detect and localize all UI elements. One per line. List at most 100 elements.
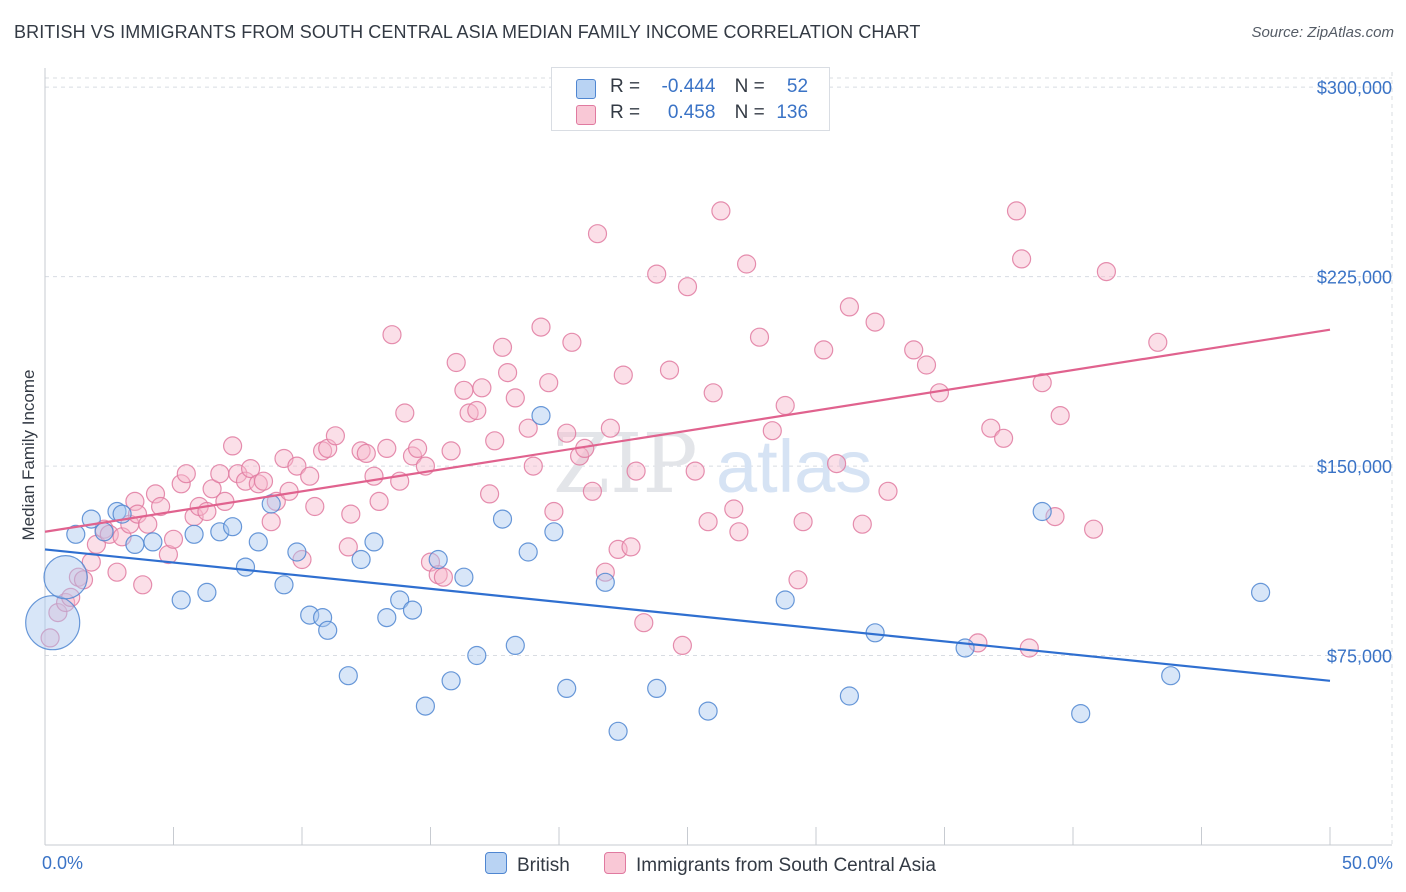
immigrants-point-121 (1019, 638, 1039, 658)
immigrants-point-102 (749, 327, 770, 347)
axes (44, 68, 1392, 846)
immigrants-point-107 (814, 340, 834, 360)
immigrants-point-55 (395, 403, 415, 423)
series-legend: British Immigrants from South Central As… (0, 852, 1406, 876)
immigrants-point-67 (472, 378, 492, 398)
british-point-21 (318, 620, 338, 640)
immigrants-point-21 (171, 474, 191, 494)
immigrants-point-79 (562, 332, 582, 352)
british-n-label: N = (734, 76, 765, 97)
british-point-10 (184, 524, 204, 544)
immigrants-point-72 (505, 388, 525, 408)
british-point-4 (94, 522, 114, 542)
immigrants-point-65 (459, 403, 479, 423)
immigrants-n-value: 136 (776, 102, 809, 123)
british-point-46 (955, 638, 975, 658)
legend-item-immigrants: Immigrants from South Central Asia (604, 852, 936, 877)
british-point-29 (428, 549, 448, 570)
british-point-40 (608, 721, 628, 741)
immigrants-point-27 (210, 464, 230, 484)
british-point-38 (557, 678, 577, 699)
british-point-22 (338, 666, 358, 686)
y-tick-labels: $75,000 $150,000 $225,000 $300,000 (1317, 78, 1392, 666)
immigrants-point-33 (248, 474, 268, 494)
british-point-43 (775, 590, 795, 610)
watermark-atlas: atlas (716, 425, 872, 508)
british-point-49 (1161, 666, 1181, 686)
british-point-15 (248, 532, 268, 552)
immigrants-point-73 (518, 418, 538, 438)
british-points (25, 406, 1271, 741)
immigrants-point-91 (647, 264, 667, 284)
immigrants-point-111 (865, 312, 885, 332)
british-point-33 (492, 509, 513, 529)
immigrants-point-93 (672, 635, 693, 656)
immigrants-point-45 (325, 426, 345, 446)
british-point-13 (223, 517, 243, 537)
immigrants-point-105 (788, 570, 808, 590)
grid-lines (45, 72, 1393, 845)
immigrants-point-97 (703, 383, 723, 403)
immigrants-point-109 (839, 297, 860, 317)
legend-immigrants-label: Immigrants from South Central Asia (636, 855, 936, 876)
immigrants-point-60 (428, 565, 448, 585)
immigrants-point-77 (544, 501, 564, 522)
immigrants-point-19 (158, 544, 178, 565)
immigrants-point-63 (446, 352, 466, 373)
immigrants-point-76 (539, 373, 559, 393)
legend-british-swatch (485, 852, 507, 874)
immigrants-point-17 (145, 484, 166, 504)
immigrants-point-96 (698, 512, 718, 532)
immigrants-point-125 (1083, 519, 1104, 539)
british-point-18 (287, 542, 307, 562)
immigrants-point-26 (202, 479, 222, 499)
immigrants-point-29 (223, 436, 243, 456)
british-point-48 (1071, 703, 1091, 724)
british-point-32 (467, 645, 487, 666)
x-tick-label-min: 0.0% (42, 853, 83, 873)
british-point-20 (313, 607, 333, 628)
immigrants-point-88 (621, 537, 641, 557)
immigrants-point-123 (1045, 506, 1065, 527)
y-tick-label-3: $300,000 (1317, 78, 1392, 98)
x-tick-label-max: 50.0% (1342, 853, 1393, 873)
british-point-26 (390, 590, 410, 610)
immigrants-point-118 (993, 428, 1014, 448)
immigrants-point-47 (341, 504, 361, 524)
immigrants-point-87 (613, 365, 633, 385)
legend-british-label: British (517, 855, 570, 876)
immigrants-point-57 (408, 438, 428, 458)
immigrants-point-70 (492, 337, 513, 357)
immigrants-point-61 (433, 567, 453, 587)
immigrants-point-89 (626, 461, 646, 481)
british-r-label: R = (610, 76, 641, 97)
immigrants-point-53 (382, 325, 402, 345)
immigrants-point-22 (176, 464, 196, 484)
watermark: ZIP atlas (553, 417, 872, 512)
british-point-25 (377, 607, 397, 628)
trend-lines (44, 328, 1331, 682)
legend-item-british: British (485, 852, 570, 877)
immigrants-point-41 (300, 466, 320, 486)
british-point-42 (698, 701, 718, 721)
immigrants-r-label: R = (610, 102, 641, 123)
british-point-27 (402, 600, 423, 620)
immigrants-point-94 (677, 277, 698, 297)
immigrants-point-84 (595, 562, 615, 582)
immigrants-point-74 (523, 456, 543, 476)
immigrants-point-82 (582, 481, 603, 501)
immigrants-point-71 (498, 363, 518, 383)
immigrants-point-127 (1148, 332, 1168, 352)
immigrants-point-1 (48, 602, 68, 623)
immigrants-point-106 (793, 512, 813, 532)
immigrants-point-95 (685, 461, 705, 481)
british-point-31 (454, 567, 474, 587)
immigrants-point-52 (377, 438, 397, 458)
legend-immigrants-swatch (604, 852, 626, 874)
british-point-30 (441, 671, 461, 691)
immigrants-point-101 (736, 254, 757, 274)
immigrants-point-124 (1050, 406, 1070, 426)
immigrants-point-78 (557, 423, 577, 443)
british-point-1 (43, 555, 88, 600)
immigrants-swatch (576, 105, 596, 125)
